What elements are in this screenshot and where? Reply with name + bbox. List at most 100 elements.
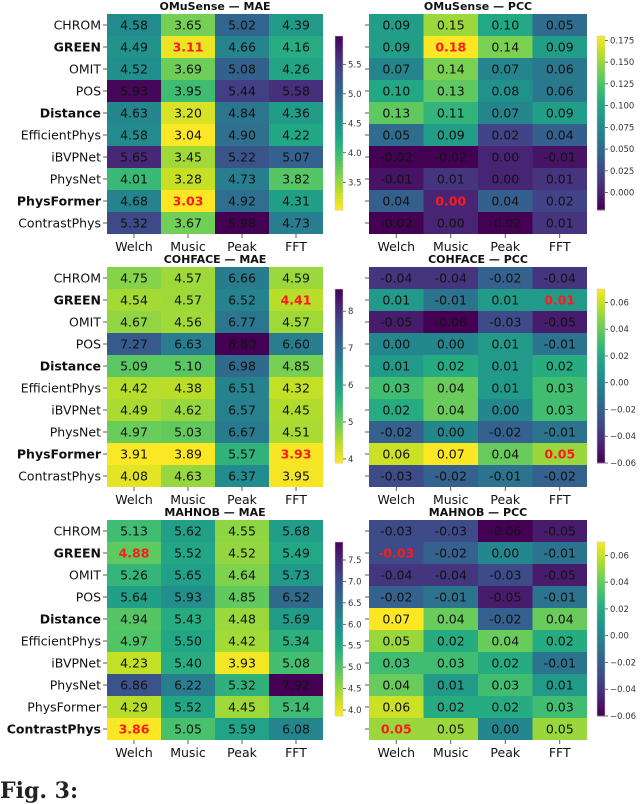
cell-value: 0.05: [382, 634, 410, 649]
colorbar-segment: [335, 291, 343, 296]
colorbar-segment: [335, 422, 343, 426]
colorbar-segment: [335, 710, 343, 714]
heatmap-cell: [215, 465, 269, 487]
colorbar-segment: [597, 108, 605, 112]
cell-value: 0.09: [382, 18, 410, 33]
cell-value: 0.07: [382, 612, 410, 627]
heatmap-cell: [478, 102, 533, 124]
colorbar-segment: [597, 434, 605, 438]
heatmap-cell: [269, 146, 323, 168]
heatmap-cell: [161, 146, 215, 168]
col-label: Welch: [377, 239, 415, 254]
heatmap-cell: [532, 586, 587, 608]
colorbar-segment: [597, 175, 605, 179]
heatmap-cell: [269, 443, 323, 465]
cell-value: 0.05: [381, 722, 412, 737]
cell-value: 6.66: [228, 271, 256, 286]
cell-value: 4.64: [228, 568, 256, 583]
colorbar-segment: [597, 323, 605, 328]
cell-value: 3.03: [173, 194, 204, 209]
heatmap-cell: [423, 608, 478, 630]
row-label: Distance: [40, 612, 101, 627]
cell-value: 0.04: [437, 403, 465, 418]
colorbar-segment: [335, 585, 343, 589]
colorbar-segment: [335, 140, 343, 144]
colorbar-segment: [335, 166, 343, 170]
heatmap-cell: [369, 14, 424, 36]
colorbar-segment: [597, 326, 605, 331]
row-label: Distance: [40, 106, 101, 121]
heatmap-cell: [161, 14, 215, 36]
cell-value: 4.73: [228, 172, 256, 187]
colorbar-segment: [597, 364, 605, 368]
colorbar-segment: [335, 347, 343, 351]
cell-value: 4.31: [282, 194, 310, 209]
cell-value: 0.02: [491, 656, 519, 671]
col-label: Welch: [115, 239, 153, 254]
colorbar-segment: [335, 692, 343, 697]
cell-value: 5.59: [228, 722, 256, 737]
cell-value: -0.02: [435, 150, 467, 165]
cell-value: -0.01: [544, 337, 576, 352]
colorbar-segment: [335, 713, 343, 717]
colorbar-segment: [597, 713, 605, 717]
colorbar-segment: [597, 85, 605, 89]
cell-value: 0.05: [544, 447, 575, 462]
cell-value: 4.68: [120, 194, 148, 209]
heatmap-cell: [107, 80, 161, 102]
colorbar-segment: [597, 704, 605, 708]
colorbar-segment: [597, 309, 605, 313]
heatmap-cell: [215, 377, 269, 399]
heatmap-cell: [269, 421, 323, 443]
cell-value: -0.05: [544, 315, 576, 330]
colorbar-segment: [597, 565, 605, 569]
colorbar-segment: [335, 59, 343, 63]
colorbar-segment: [335, 634, 343, 639]
heatmap-cell: [423, 377, 478, 399]
heatmap-cell: [161, 80, 215, 102]
colorbar-segment: [597, 675, 605, 679]
cell-value: 0.01: [491, 293, 519, 308]
heatmap-cell: [532, 289, 587, 311]
colorbar-segment: [335, 160, 343, 165]
row-label: PhysNet: [50, 678, 101, 693]
cell-value: 3.93: [228, 656, 256, 671]
cell-value: 5.64: [120, 590, 148, 605]
colorbar-segment: [335, 588, 343, 592]
cell-value: 0.01: [546, 678, 574, 693]
colorbar-segment: [335, 413, 343, 418]
colorbar-segment: [597, 556, 605, 560]
colorbar-segment: [597, 289, 605, 293]
colorbar-segment: [335, 390, 343, 394]
colorbar-segment: [597, 399, 605, 403]
heatmap-cell: [532, 421, 587, 443]
colorbar-segment: [335, 576, 343, 581]
colorbar-segment: [335, 114, 343, 118]
cell-value: 5.03: [174, 425, 202, 440]
colorbar-segment: [597, 312, 605, 316]
colorbar-segment: [335, 582, 343, 586]
heatmap-cell: [423, 696, 478, 718]
colorbar-segment: [597, 684, 605, 688]
cell-value: 0.04: [546, 612, 574, 627]
heatmap-cell: [532, 696, 587, 718]
cell-value: 4.73: [282, 216, 310, 231]
colorbar-segment: [597, 373, 605, 377]
colorbar-segment: [335, 544, 343, 549]
heatmap-cell: [215, 333, 269, 355]
colorbar-segment: [335, 309, 343, 313]
cell-value: -0.01: [544, 546, 576, 561]
colorbar-segment: [597, 384, 605, 389]
heatmap-cell: [478, 674, 533, 696]
colorbar-segment: [597, 707, 605, 711]
heatmap-cell: [369, 443, 424, 465]
colorbar-segment: [335, 594, 343, 598]
colorbar-segment: [335, 399, 343, 403]
heatmap-cell: [478, 80, 533, 102]
colorbar-segment: [597, 594, 605, 598]
colorbar-tick-label: −0.02: [610, 658, 636, 668]
colorbar-segment: [597, 38, 605, 43]
col-label: FFT: [549, 492, 571, 507]
cell-value: -0.01: [544, 425, 576, 440]
cell-value: 3.86: [119, 722, 150, 737]
